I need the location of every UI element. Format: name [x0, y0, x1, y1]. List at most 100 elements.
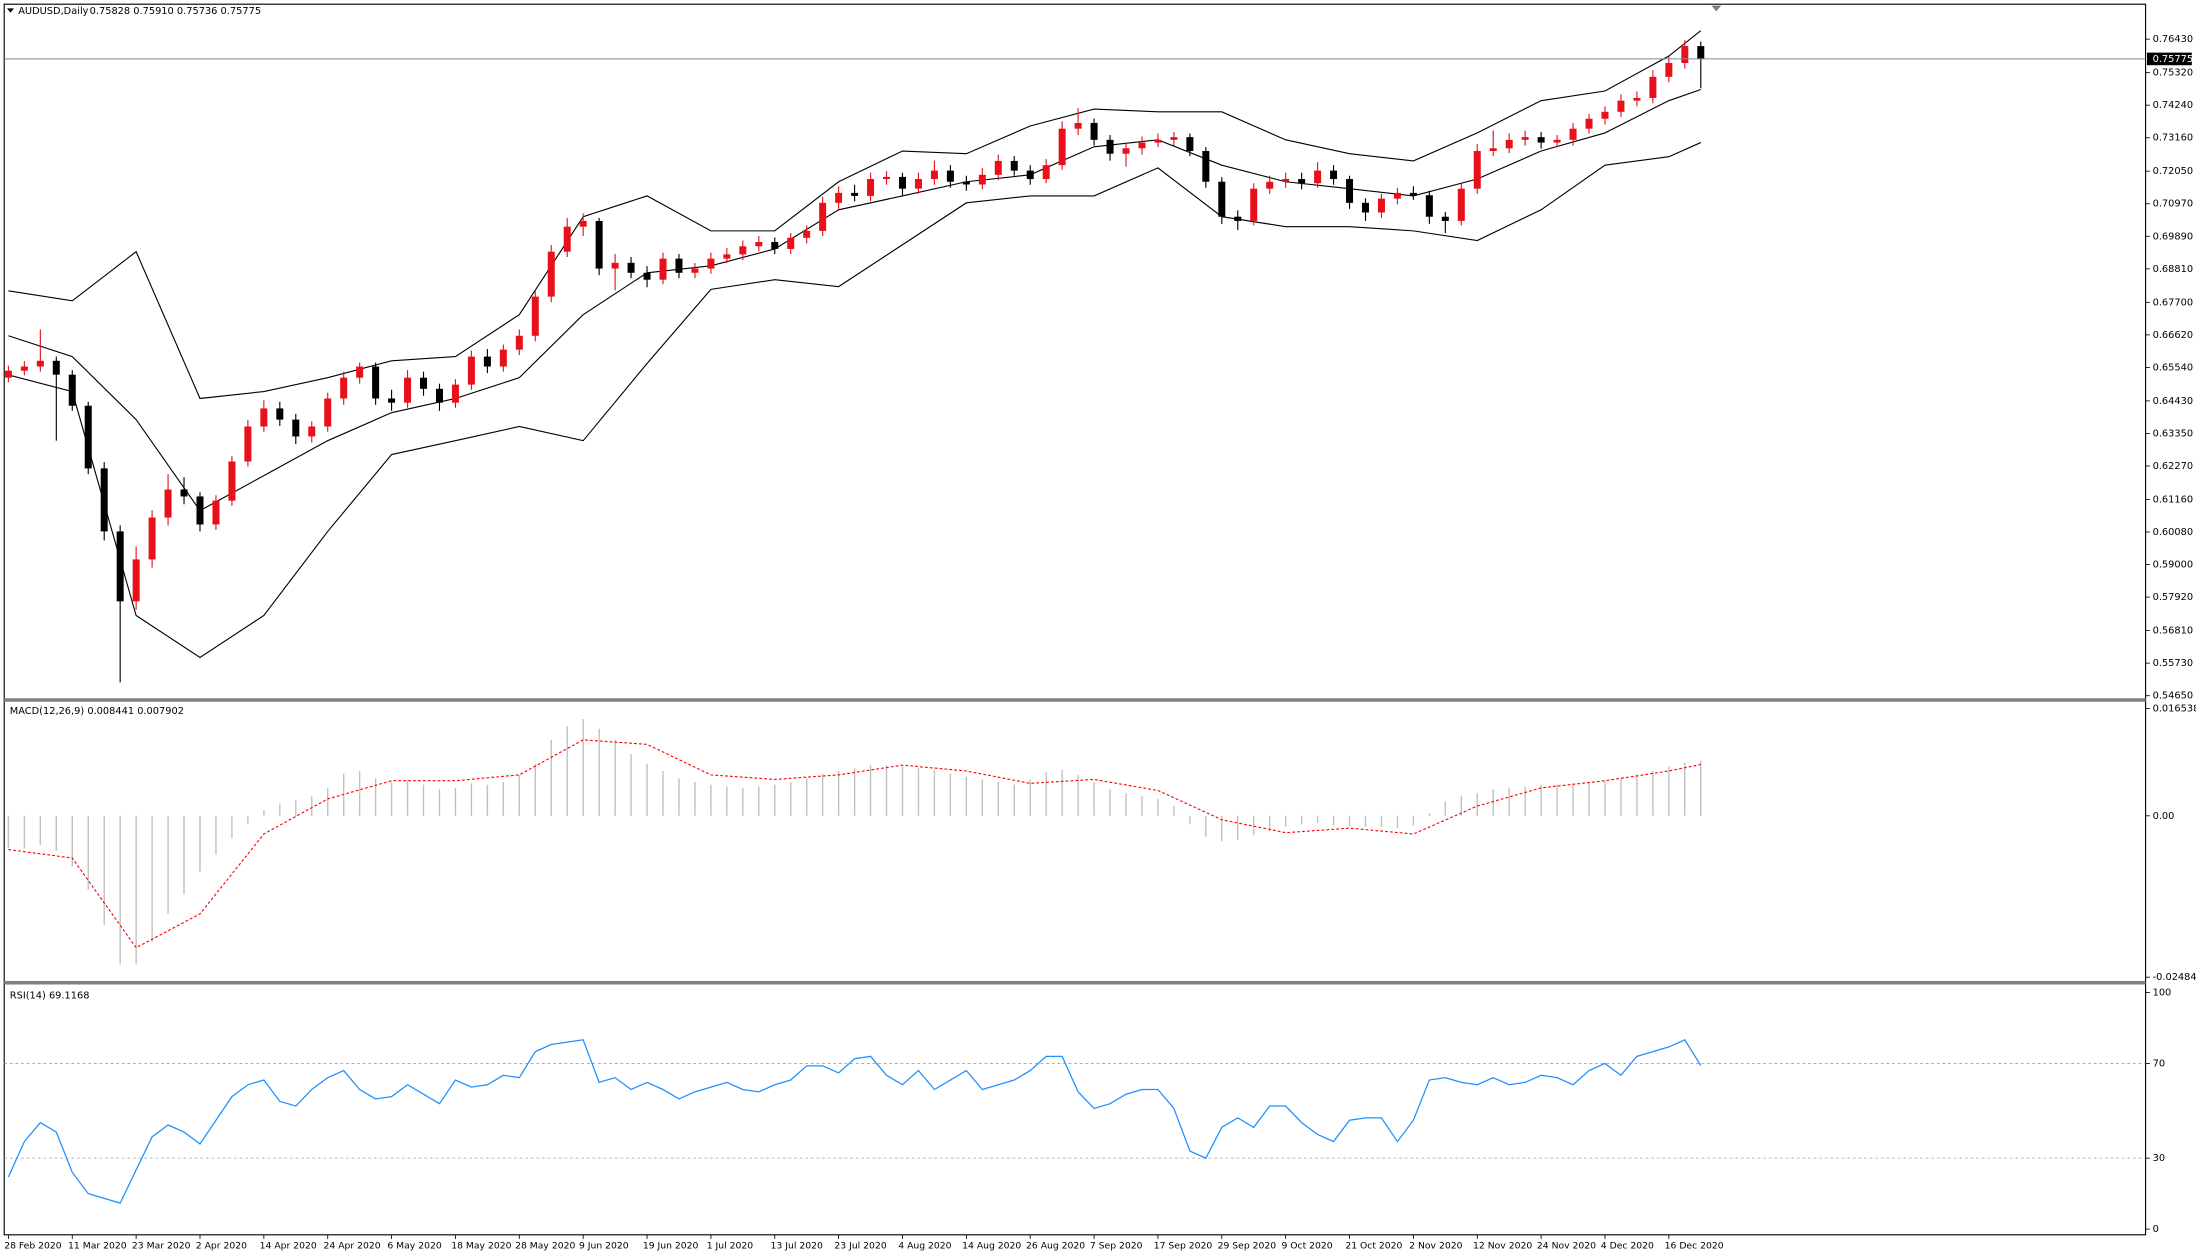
candle-body	[196, 496, 204, 525]
price-title: AUDUSD,Daily	[18, 6, 88, 17]
y-tick-label: 0.59000	[2153, 560, 2194, 571]
candle-body	[643, 272, 651, 280]
candle-body	[675, 258, 683, 273]
y-tick-label: 0.68810	[2153, 264, 2194, 275]
candle-body	[611, 262, 619, 269]
x-tick-label: 6 May 2020	[387, 1241, 441, 1252]
y-tick-label: 0.016538	[2153, 703, 2196, 714]
candle-body	[36, 360, 44, 367]
x-tick-label: 21 Oct 2020	[1345, 1241, 1402, 1252]
candle-body	[1569, 128, 1577, 140]
x-tick-label: 9 Jun 2020	[579, 1241, 629, 1252]
bollinger-middle	[8, 88, 1701, 512]
candle-body	[1234, 216, 1242, 221]
candle-body	[835, 192, 843, 203]
candle-body	[1010, 160, 1018, 171]
candle-body	[1601, 111, 1609, 119]
candle-body	[531, 296, 539, 336]
candle-body	[388, 398, 396, 403]
candle-body	[180, 489, 188, 497]
candle-body	[962, 181, 970, 185]
candle-body	[1585, 118, 1593, 129]
candle-body	[1537, 137, 1545, 143]
candle-body	[1218, 181, 1226, 217]
y-tick-label: 0.75320	[2153, 68, 2194, 79]
x-tick-label: 14 Apr 2020	[260, 1241, 317, 1252]
x-tick-label: 12 Nov 2020	[1473, 1241, 1532, 1252]
candle-body	[851, 192, 859, 196]
x-tick-label: 14 Aug 2020	[962, 1241, 1021, 1252]
y-tick-label: 0.65540	[2153, 362, 2194, 373]
x-tick-label: 2 Apr 2020	[196, 1241, 247, 1252]
candle-body	[4, 370, 12, 378]
bollinger-upper	[8, 30, 1702, 400]
candle-body	[627, 262, 635, 273]
current-price-label: 0.75775	[2153, 54, 2194, 65]
candle-body	[340, 377, 348, 399]
chart-frame	[3, 3, 2147, 1236]
rsi-title: RSI(14) 69.1168	[10, 990, 90, 1001]
candle-body	[356, 366, 364, 378]
candle-body	[1026, 170, 1034, 180]
x-tick-label: 23 Jul 2020	[834, 1241, 886, 1252]
candle-body	[1154, 139, 1162, 143]
shift-marker[interactable]	[1711, 5, 1722, 12]
y-tick-label: 70	[2153, 1058, 2165, 1069]
y-tick-label: 0.74240	[2153, 100, 2194, 111]
y-tick-label: -0.024849	[2153, 972, 2196, 983]
candle-body	[100, 468, 108, 532]
x-tick-label: 4 Aug 2020	[898, 1241, 951, 1252]
candle-body	[978, 174, 986, 185]
candle-body	[1361, 202, 1369, 213]
candle-body	[1377, 198, 1385, 213]
candle-body	[755, 242, 763, 247]
candle-body	[84, 405, 92, 469]
candle-body	[946, 170, 954, 182]
x-tick-label: 2 Nov 2020	[1409, 1241, 1462, 1252]
candle-body	[1473, 150, 1481, 189]
y-tick-label: 30	[2153, 1153, 2165, 1164]
y-tick-label: 0.69890	[2153, 231, 2194, 242]
x-tick-label: 26 Aug 2020	[1026, 1241, 1085, 1252]
macd-title: MACD(12,26,9) 0.008441 0.007902	[10, 706, 184, 717]
candle-body	[52, 360, 60, 375]
x-tick-label: 29 Sep 2020	[1218, 1241, 1277, 1252]
y-tick-label: 0.67700	[2153, 297, 2194, 308]
y-tick-label: 100	[2153, 987, 2172, 998]
x-tick-label: 18 May 2020	[451, 1241, 511, 1252]
x-tick-label: 9 Oct 2020	[1281, 1241, 1332, 1252]
candle-body	[1042, 165, 1050, 180]
candle-body	[691, 268, 699, 273]
candle-body	[420, 377, 428, 389]
candle-body	[1346, 179, 1354, 203]
y-tick-label: 0.54650	[2153, 691, 2194, 702]
candle-body	[1106, 139, 1114, 154]
candle-body	[20, 366, 28, 371]
candle-body	[260, 408, 268, 427]
y-tick-label: 0.60080	[2153, 527, 2194, 538]
y-tick-label: 0.64430	[2153, 396, 2194, 407]
candle-body	[404, 377, 412, 403]
candle-body	[1138, 142, 1146, 149]
candle-body	[914, 179, 922, 189]
candle-body	[1665, 62, 1673, 77]
x-tick-label: 24 Nov 2020	[1537, 1241, 1596, 1252]
y-tick-label: 0	[2153, 1224, 2159, 1235]
rsi-line	[7, 1038, 1702, 1204]
y-tick-label: 0.00	[2153, 811, 2175, 822]
x-tick-label: 28 Feb 2020	[4, 1241, 62, 1252]
candle-body	[1441, 216, 1449, 221]
x-tick-label: 24 Apr 2020	[324, 1241, 381, 1252]
candle-body	[372, 366, 380, 399]
y-tick-label: 0.63350	[2153, 428, 2194, 439]
candle-body	[1186, 137, 1194, 151]
candle-body	[451, 384, 459, 403]
candle-body	[1425, 195, 1433, 217]
menu-triangle[interactable]	[7, 8, 15, 13]
candle-body	[1202, 150, 1210, 182]
candle-body	[771, 242, 779, 249]
x-tick-label: 7 Sep 2020	[1090, 1241, 1143, 1252]
candle-body	[1409, 192, 1417, 196]
